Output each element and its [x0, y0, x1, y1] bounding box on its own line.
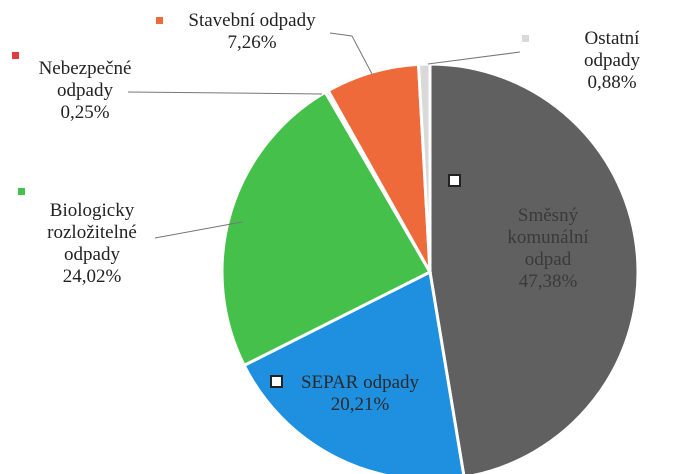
slice-label: Nebezpečné odpady 0,25%: [39, 58, 132, 124]
slice-label: Stavební odpady 7,26%: [188, 10, 315, 54]
value-label: 0,88%: [587, 72, 637, 93]
category-label: SEPAR odpady: [300, 372, 420, 393]
slice-label: Směsný komunální odpad 47,38%: [507, 205, 588, 293]
legend-marker: [18, 188, 25, 195]
pie-slice: [220, 90, 433, 368]
value-label: 20,21%: [330, 394, 390, 415]
category-label: Ostatní odpady: [584, 28, 640, 71]
legend-marker: [270, 375, 283, 388]
category-label: Stavební odpady: [188, 10, 316, 31]
value-label: 0,25%: [60, 102, 110, 123]
pie-slice: [242, 269, 466, 474]
slice-label: Biologicky rozložitelné odpady 24,02%: [47, 200, 137, 288]
leader-line: [127, 91, 323, 95]
legend-marker: [448, 174, 461, 187]
slice-label: Ostatní odpady 0,88%: [575, 28, 649, 94]
legend-marker: [12, 52, 19, 59]
category-label: Nebezpečné odpady: [38, 58, 132, 101]
leader-line: [329, 32, 373, 75]
value-label: 47,38%: [518, 271, 578, 292]
category-label: Biologicky rozložitelné odpady: [47, 200, 137, 265]
legend-marker: [522, 35, 529, 42]
leader-line: [154, 221, 243, 239]
legend-marker: [156, 17, 163, 24]
value-label: 7,26%: [227, 32, 277, 53]
value-label: 24,02%: [62, 266, 122, 287]
category-label: Směsný komunální odpad: [507, 205, 589, 270]
leader-line: [427, 51, 521, 65]
slice-label: SEPAR odpady 20,21%: [301, 372, 419, 416]
pie-slice: [428, 62, 640, 474]
